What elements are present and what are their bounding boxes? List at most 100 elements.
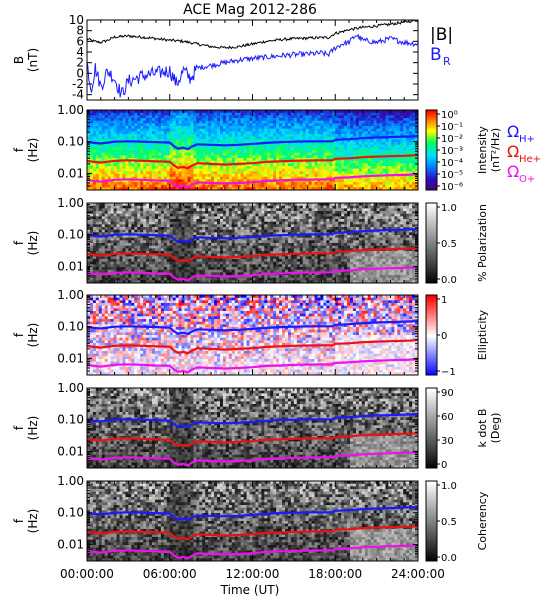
x-tick-label: 12:00:00	[226, 567, 280, 581]
gyro-line-hplus-3	[87, 228, 418, 244]
gyro-line-hplus-2	[87, 135, 418, 151]
y-axis-unit: (Hz)	[26, 138, 40, 163]
colorbar-tick-label: 0.5	[441, 517, 457, 528]
gyro-line-heplus-5	[87, 432, 418, 448]
gyro-line-heplus-6	[87, 525, 418, 541]
legend-entry-subscript: R	[443, 55, 451, 68]
colorbar-tick-label: 1	[441, 295, 447, 306]
colorbar-tick-label: 0	[441, 331, 447, 342]
gyro-line-heplus-3	[87, 247, 418, 263]
y-axis-label: f	[12, 147, 26, 152]
gyro-line-hplus-6	[87, 506, 418, 522]
colorbar-label: Intensity	[476, 126, 489, 174]
colorbar-tick-label: 1.0	[441, 481, 457, 492]
y-axis-label: f	[12, 332, 26, 337]
y-tick-label: 0.01	[57, 444, 84, 458]
colorbar-tick-label: 10⁻³	[441, 146, 463, 157]
gyro-legend-entry-1: Ω	[507, 122, 519, 141]
colorbar-tick-label: 30	[441, 436, 454, 447]
colorbar-tick-label: 60	[441, 412, 454, 423]
x-tick-label: 24:00:00	[391, 567, 445, 581]
gyro-legend-entry-3: Ω	[507, 162, 519, 181]
gyro-legend-subscript: O+	[519, 174, 535, 185]
colorbar-tick-label: 10⁻⁶	[441, 182, 463, 193]
gyro-line-hplus-5	[87, 413, 418, 429]
colorbar-tick-label: 0	[441, 460, 447, 471]
colorbar-tick-label: 90	[441, 388, 454, 399]
colorbar-tick-label: 10⁻²	[441, 134, 463, 145]
colorbar-tick-label: 10⁰	[441, 110, 458, 121]
panel-5: 90 60 30 0 k dot B (Deg) 1.00 0.10 0.01 f (Hz)	[12, 381, 502, 471]
gyro-line-hplus-4	[87, 320, 418, 336]
y-tick-label: 0.01	[57, 259, 84, 273]
colorbar-6: 1.0 0.5 0.0 Coherency	[425, 480, 489, 564]
gyro-legend-entry-2: Ω	[507, 142, 519, 161]
y-axis-label: B	[12, 56, 26, 64]
x-axis-label: Time (UT)	[220, 583, 280, 597]
y-tick-label: 10	[69, 13, 84, 27]
colorbar-tick-label: 10⁻¹	[441, 122, 463, 133]
spectrogram-3	[87, 203, 418, 283]
y-tick-label: 0.10	[57, 413, 84, 427]
x-tick-label: 18:00:00	[308, 567, 362, 581]
y-axis-label: f	[12, 240, 26, 245]
series-line-1	[87, 20, 418, 50]
spectrogram-2	[87, 110, 418, 190]
gyro-legend-subscript: H+	[519, 134, 535, 145]
colorbar-label: Coherency	[476, 491, 489, 550]
panel-3: 1.0 0.5 0.0 % Polarization 1.00 0.10 0.01 f (Hz)	[12, 196, 489, 286]
y-tick-label: 1.00	[57, 288, 84, 302]
y-axis-unit: (Hz)	[26, 416, 40, 441]
gyro-line-heplus-4	[87, 339, 418, 355]
y-tick-label: 1.00	[57, 381, 84, 395]
colorbar-tick-label: 0.5	[441, 239, 457, 250]
y-axis-unit: (Hz)	[26, 323, 40, 348]
colorbar-tick-label: −1	[441, 367, 456, 378]
gyro-line-oplus-3	[87, 266, 418, 282]
colorbar-unit: (nT²/Hz)	[489, 128, 502, 172]
y-tick-label: 1.00	[57, 103, 84, 117]
gyro-line-oplus-5	[87, 451, 418, 467]
x-tick-label: 00:00:00	[60, 567, 114, 581]
colorbar-label: k dot B	[476, 409, 489, 448]
y-tick-label: 8	[76, 24, 84, 38]
y-tick-label: 0.01	[57, 166, 84, 180]
y-tick-label: 0.10	[57, 506, 84, 520]
gyro-legend-subscript: He+	[519, 154, 541, 165]
gyro-line-oplus-6	[87, 544, 418, 560]
colorbar-label: % Polarization	[476, 204, 489, 282]
y-tick-label: -4	[72, 88, 84, 102]
gyro-line-oplus-4	[87, 358, 418, 374]
colorbar-tick-label: 10⁻⁴	[441, 158, 463, 169]
gyro-line-oplus-2	[87, 173, 418, 189]
y-tick-label: 1.00	[57, 474, 84, 488]
spectrogram-4	[87, 295, 418, 375]
y-tick-label: 0.10	[57, 228, 84, 242]
colorbar-5: 90 60 30 0 k dot B (Deg)	[425, 387, 502, 471]
y-tick-label: 0.10	[57, 135, 84, 149]
colorbar-tick-label: 0.0	[441, 275, 457, 286]
x-tick-label: 06:00:00	[143, 567, 197, 581]
chart-title: ACE Mag 2012-286	[183, 2, 317, 18]
y-tick-label: 4	[76, 45, 84, 59]
y-axis-unit: (Hz)	[26, 231, 40, 256]
colorbar-unit: (Deg)	[489, 413, 502, 444]
colorbar-tick-label: 0.0	[441, 553, 457, 564]
colorbar-tick-label: 10⁻⁵	[441, 170, 463, 181]
y-axis-label: f	[12, 425, 26, 430]
panel-4: 1 0 −1 Ellipticity 1.00 0.10 0.01 f (Hz)	[12, 288, 489, 378]
y-tick-label: 2	[76, 56, 84, 70]
colorbar-4: 1 0 −1 Ellipticity	[425, 294, 489, 378]
colorbar-tick-label: 1.0	[441, 203, 457, 214]
legend-entry-1: |B|	[430, 25, 453, 45]
y-axis-unit: (nT)	[26, 48, 40, 72]
series-line-2	[87, 33, 418, 98]
colorbar-label: Ellipticity	[476, 309, 489, 360]
panel-6: 1.0 0.5 0.0 Coherency 1.00 0.10 0.01 f (Hz)	[12, 474, 489, 564]
y-tick-label: 0.01	[57, 537, 84, 551]
spectrogram-6	[87, 481, 418, 561]
y-tick-label: 0	[76, 66, 84, 80]
y-axis-unit: (Hz)	[26, 509, 40, 534]
